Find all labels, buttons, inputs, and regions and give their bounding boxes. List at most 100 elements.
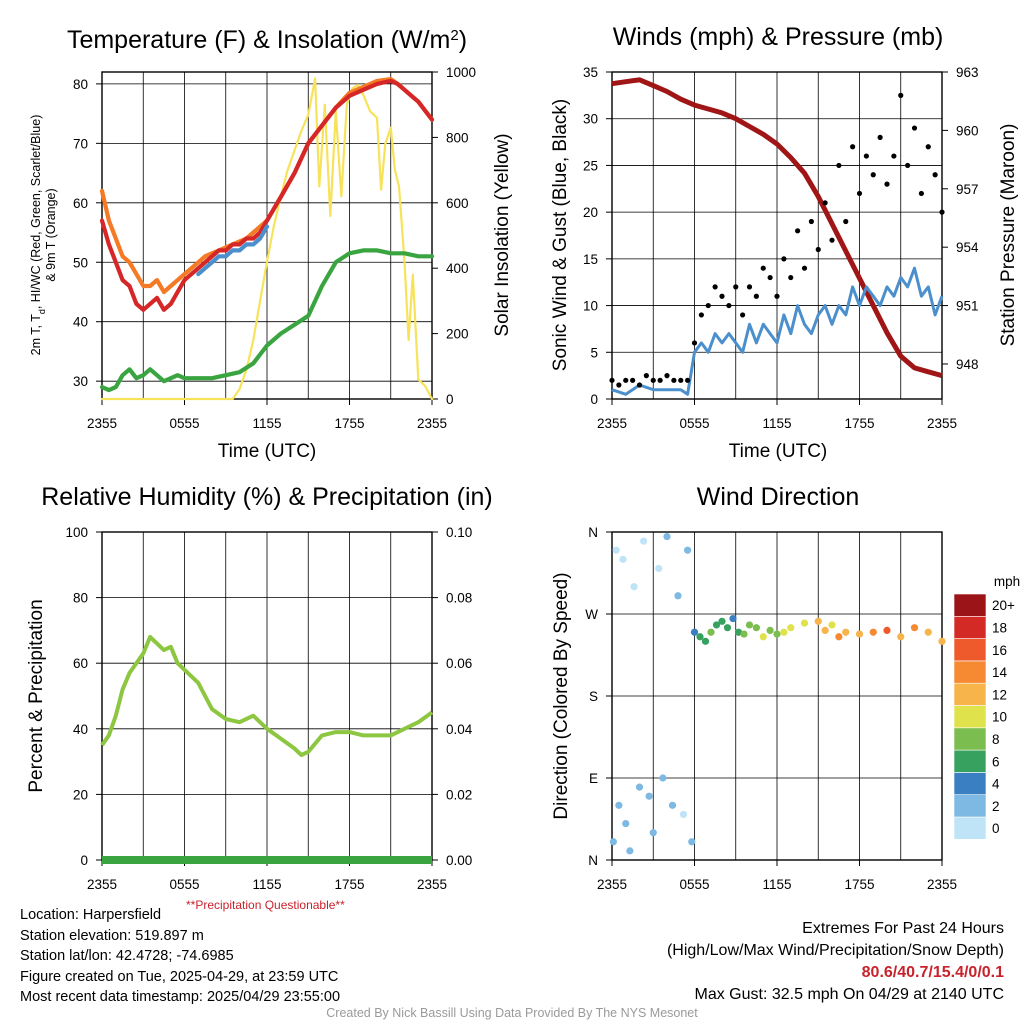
wind-gust-point bbox=[664, 373, 670, 379]
wind-ylabel-right: Station Pressure (Maroon) bbox=[998, 124, 1019, 347]
wind-xtick-label: 1155 bbox=[762, 416, 791, 431]
wind-y2tick-label: 963 bbox=[956, 65, 979, 80]
wind-ytick-label: 25 bbox=[583, 158, 598, 173]
wind-gust-point bbox=[753, 293, 759, 299]
wind-gust-point bbox=[616, 382, 622, 388]
dir-point bbox=[688, 838, 696, 846]
temp-y2tick-label: 0 bbox=[446, 392, 454, 407]
extremes-subheading: (High/Low/Max Wind/Precipitation/Snow De… bbox=[666, 942, 1004, 959]
rh-panel-title: Relative Humidity (%) & Precipitation (i… bbox=[41, 483, 493, 511]
wind-gust-point bbox=[801, 265, 808, 271]
wind-ytick-label: 30 bbox=[583, 112, 598, 127]
rh-y2tick-label: 0.08 bbox=[446, 591, 472, 606]
wind-gust-point bbox=[767, 274, 773, 281]
wind-gust-point bbox=[815, 246, 821, 253]
colorbar-label: 0 bbox=[992, 821, 1000, 836]
dir-point bbox=[787, 624, 795, 632]
dir-point bbox=[773, 630, 781, 638]
wind-gust-point bbox=[691, 340, 698, 346]
dir-point bbox=[740, 630, 748, 638]
wind-gust-point bbox=[788, 274, 794, 281]
rh-ytick-label: 60 bbox=[73, 656, 88, 671]
colorbar-label: 6 bbox=[992, 754, 1000, 769]
dir-point bbox=[635, 783, 644, 791]
colorbar-label: 4 bbox=[992, 777, 1000, 792]
colorbar-cell bbox=[953, 660, 987, 684]
extremes-values: 80.6/40.7/15.4/0/0.1 bbox=[861, 964, 1004, 981]
wind-gust-point bbox=[905, 162, 911, 169]
station-latlon: Station lat/lon: 42.4728; -74.6985 bbox=[20, 948, 234, 964]
wind-gust-point bbox=[925, 144, 931, 150]
dir-point bbox=[924, 628, 932, 636]
rh-ytick-label: 40 bbox=[73, 722, 88, 737]
temp-ytick-label: 80 bbox=[73, 77, 88, 92]
wind-y2tick-label: 951 bbox=[956, 299, 979, 314]
precip-warning: **Precipitation Questionable** bbox=[186, 898, 345, 912]
temp-xtick-label: 2355 bbox=[417, 416, 447, 431]
wind-xtick-label: 2355 bbox=[927, 416, 957, 431]
wind-y2tick-label: 954 bbox=[956, 240, 979, 255]
dir-point bbox=[668, 801, 677, 809]
wind-gust-point bbox=[856, 190, 863, 197]
wind-gust-point bbox=[877, 134, 883, 140]
dir-point bbox=[679, 810, 688, 819]
temp-xtick-label: 0555 bbox=[169, 416, 199, 431]
dir-point bbox=[649, 829, 657, 837]
wind-ytick-label: 15 bbox=[583, 252, 598, 267]
rh-y2tick-label: 0.02 bbox=[446, 787, 472, 802]
rh-ytick-label: 80 bbox=[73, 591, 88, 606]
wind-gust-point bbox=[671, 377, 677, 383]
temp-series-wind-chill bbox=[196, 224, 270, 277]
temp-axes: 2355 0555 1155 1755 235530405060708002004006… bbox=[73, 65, 476, 431]
dir-point bbox=[655, 564, 663, 573]
dir-point bbox=[869, 628, 877, 636]
wind-gust-point bbox=[918, 190, 924, 197]
dir-point bbox=[626, 847, 634, 855]
colorbar-label: 2 bbox=[992, 799, 1000, 814]
wind-ytick-label: 10 bbox=[583, 299, 598, 314]
dir-point bbox=[723, 624, 732, 632]
dir-xtick-label: 2355 bbox=[597, 877, 627, 892]
wind-gust-point bbox=[939, 209, 945, 215]
dir-point bbox=[766, 626, 774, 635]
dir-point bbox=[684, 546, 692, 554]
rh-ytick-label: 20 bbox=[73, 787, 88, 802]
dir-point bbox=[701, 637, 710, 645]
temp-series-2m-t bbox=[99, 78, 435, 312]
colorbar-cell bbox=[953, 593, 987, 617]
dir-point bbox=[759, 633, 767, 641]
temp-ylabel-left-2: & 9m T (Orange) bbox=[44, 188, 58, 281]
dir-point bbox=[897, 633, 905, 641]
colorbar-cell bbox=[953, 749, 987, 773]
wind-gust-point bbox=[630, 377, 636, 383]
wind-gust-point bbox=[733, 284, 739, 290]
wind-gust-point bbox=[705, 302, 711, 309]
colorbar-cell bbox=[953, 705, 987, 729]
extremes-heading: Extremes For Past 24 Hours bbox=[802, 920, 1004, 937]
temp-ytick-label: 30 bbox=[73, 374, 88, 389]
wind-xtick-label: 2355 bbox=[597, 416, 627, 431]
wind-gust-point bbox=[609, 377, 615, 383]
station-elevation: Station elevation: 519.897 m bbox=[20, 927, 204, 944]
colorbar-cell bbox=[953, 638, 987, 662]
rh-axes: 2355 0555 1155 1755 2355 0 20 40 60 80 100 0.00 0.02… bbox=[65, 525, 472, 892]
rh-xtick-label: 1755 bbox=[334, 877, 364, 892]
dir-point bbox=[690, 628, 699, 636]
wind-gust-point bbox=[911, 125, 918, 131]
dir-ytick-label: E bbox=[589, 771, 598, 786]
dir-point bbox=[910, 624, 919, 632]
wind-gust-point bbox=[623, 377, 629, 383]
wind-gust-point bbox=[884, 181, 890, 187]
dir-point bbox=[814, 617, 822, 625]
dir-point bbox=[842, 628, 850, 636]
wind-gust-point bbox=[712, 284, 718, 290]
temp-xlabel: Time (UTC) bbox=[218, 441, 317, 462]
rh-series-humidity bbox=[100, 635, 434, 757]
dir-point bbox=[615, 801, 623, 809]
colorbar-label: 10 bbox=[992, 710, 1007, 725]
temp-series-dew-point bbox=[99, 248, 435, 393]
dir-xtick-label: 2355 bbox=[927, 877, 957, 892]
colorbar-label: 20+ bbox=[992, 598, 1015, 613]
rh-y2tick-label: 0.06 bbox=[446, 656, 472, 671]
dir-point bbox=[780, 628, 788, 636]
